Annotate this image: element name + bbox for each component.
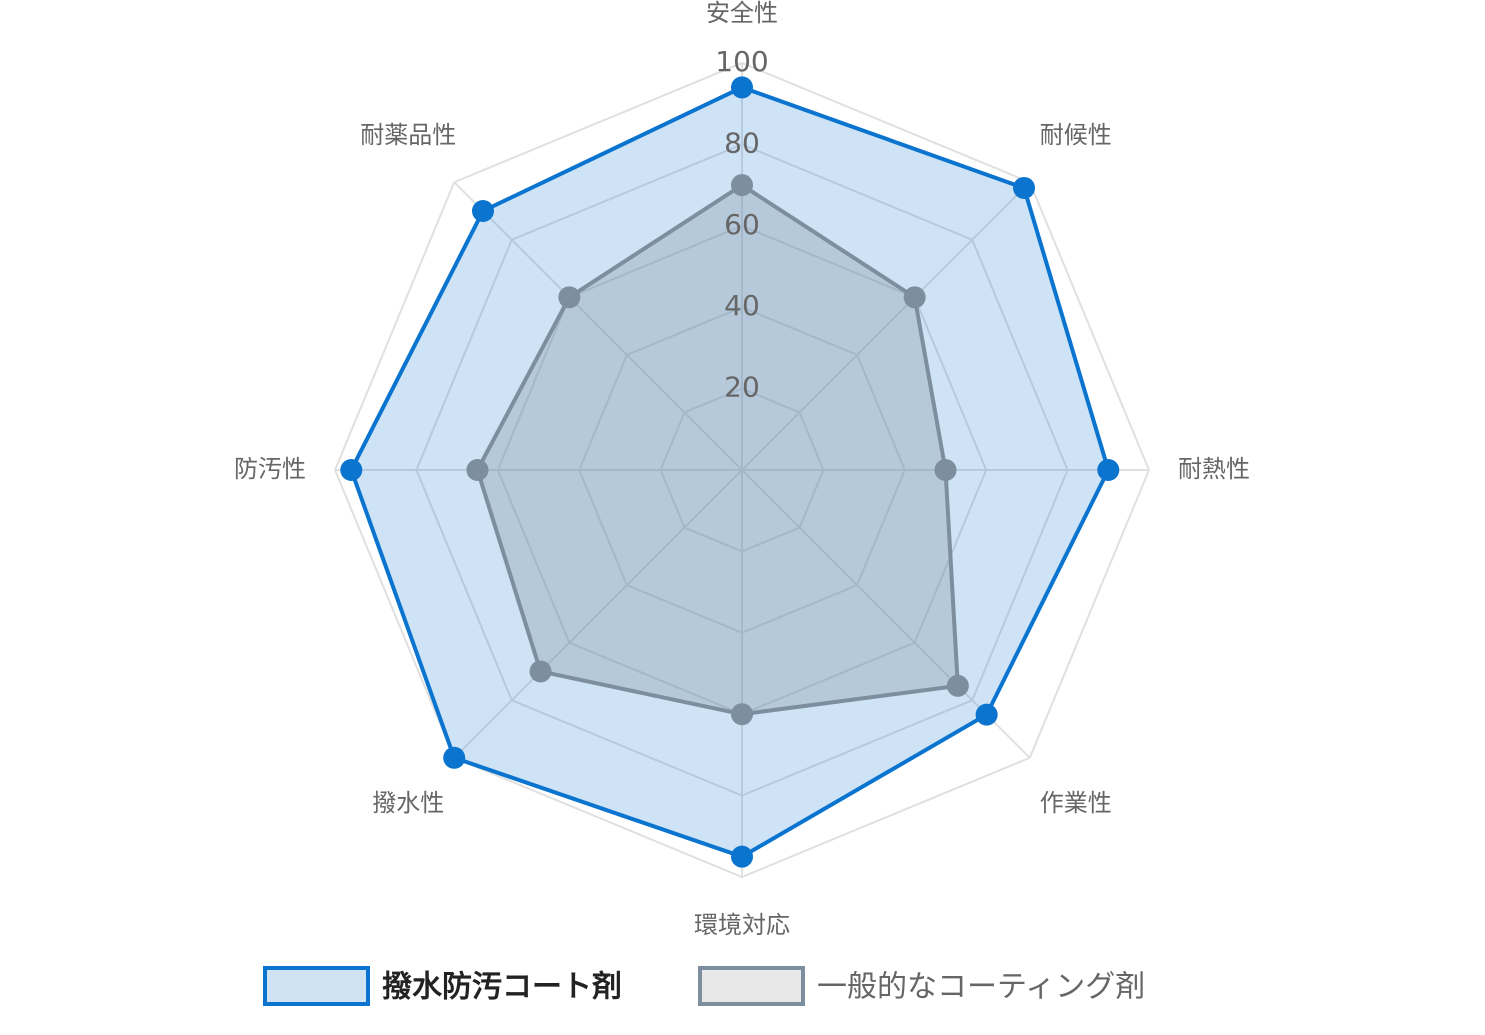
data-point	[466, 459, 489, 481]
category-label: 防汚性	[234, 455, 306, 483]
data-point	[471, 199, 494, 222]
data-point	[946, 674, 969, 697]
legend-swatch	[698, 966, 805, 1006]
grid-spoke	[453, 181, 743, 471]
category-label: 耐候性	[1040, 121, 1112, 149]
category-label: 耐熱性	[1178, 455, 1250, 483]
r-tick-label: 60	[724, 208, 760, 241]
category-label: 作業性	[1040, 789, 1112, 817]
data-point	[975, 703, 998, 726]
legend-swatch	[263, 966, 370, 1006]
r-tick-label: 100	[715, 45, 768, 78]
r-tick-label: 80	[724, 126, 760, 159]
data-point	[340, 459, 363, 481]
grid-spoke	[453, 469, 743, 759]
r-tick-label: 20	[724, 371, 760, 404]
r-tick-label: 40	[724, 289, 760, 322]
category-label: 耐薬品性	[360, 121, 456, 149]
category-label: 安全性	[706, 0, 778, 27]
data-point	[1013, 176, 1036, 199]
grid-spoke	[741, 181, 1031, 471]
data-point	[731, 174, 753, 197]
data-point	[529, 660, 552, 683]
legend-item: 撥水防汚コート剤	[263, 966, 622, 1006]
data-point	[731, 845, 753, 868]
data-point	[558, 286, 581, 309]
data-point	[903, 286, 926, 309]
category-label: 撥水性	[372, 789, 444, 817]
data-point	[1097, 459, 1120, 481]
data-point	[731, 76, 753, 99]
data-point	[731, 703, 753, 726]
data-point	[934, 459, 957, 481]
legend-label: 撥水防汚コート剤	[382, 970, 622, 1005]
data-point	[443, 746, 466, 769]
category-label: 環境対応	[694, 911, 790, 939]
legend-item: 一般的なコーティング剤	[698, 966, 1145, 1006]
legend-label: 一般的なコーティング剤	[817, 970, 1145, 1005]
